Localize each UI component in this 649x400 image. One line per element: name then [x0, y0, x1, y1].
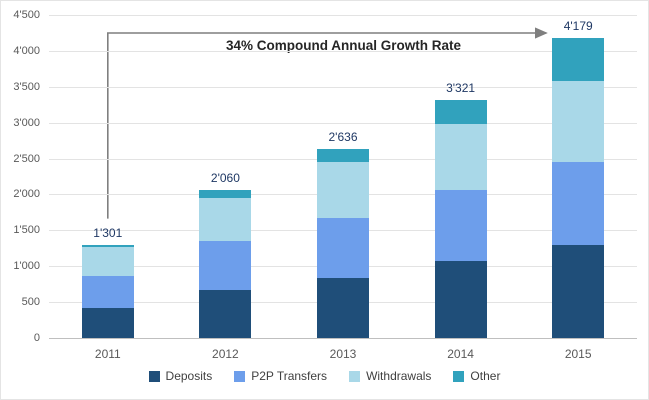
- gridline: [49, 86, 637, 88]
- bar-segment-withdrawals: [317, 162, 369, 219]
- gridline: [49, 122, 637, 124]
- bar-segment-p2p-transfers: [434, 190, 487, 262]
- bar-segment-other: [199, 190, 252, 198]
- legend-label: P2P Transfers: [251, 369, 328, 383]
- legend: Deposits P2P Transfers Withdrawals Other: [1, 369, 648, 383]
- bar-segment-deposits: [317, 278, 369, 338]
- legend-item-deposits: Deposits: [148, 369, 213, 383]
- bar-segment-other: [552, 38, 605, 81]
- bar-segment-p2p-transfers: [317, 218, 369, 279]
- y-axis-tick-label: 500: [21, 296, 40, 309]
- bar-segment-deposits: [434, 261, 487, 338]
- bar-segment-withdrawals: [199, 198, 252, 242]
- y-axis-tick-label: 3'500: [13, 80, 40, 93]
- bar-total-label: 2'060: [210, 171, 240, 186]
- legend-item-withdrawals: Withdrawals: [349, 369, 431, 383]
- bar-segment-deposits: [552, 244, 605, 338]
- gridline: [49, 50, 637, 52]
- bar-segment-withdrawals: [81, 247, 134, 276]
- y-axis-tick-label: 2'500: [13, 152, 40, 165]
- legend-item-other: Other: [453, 369, 500, 383]
- bar-segment-withdrawals: [552, 81, 605, 163]
- legend-swatch-icon: [453, 370, 465, 382]
- y-axis-tick-label: 3'000: [13, 116, 40, 129]
- legend-swatch-icon: [349, 370, 361, 382]
- y-axis-tick-label: 0: [33, 332, 40, 344]
- legend-label: Deposits: [165, 369, 213, 383]
- x-axis-tick-label: 2015: [564, 347, 592, 361]
- legend-swatch-icon: [148, 370, 160, 382]
- x-axis-tick-label: 2012: [212, 347, 239, 361]
- x-axis-tick-label: 2011: [94, 347, 121, 361]
- y-axis-tick-label: 2'000: [13, 188, 40, 201]
- gridline: [49, 15, 637, 16]
- legend-swatch-icon: [234, 370, 246, 382]
- bar-total-label: 1'301: [93, 225, 123, 240]
- y-axis-tick-label: 4'500: [13, 9, 40, 21]
- bar-segment-other: [317, 148, 369, 163]
- legend-item-p2p-transfers: P2P Transfers: [234, 369, 327, 383]
- bar-segment-p2p-transfers: [81, 275, 134, 308]
- y-axis-tick-label: 4'000: [13, 44, 40, 57]
- bar-segment-p2p-transfers: [552, 162, 605, 245]
- y-axis-tick-label: 1'500: [13, 224, 40, 237]
- x-axis-tick-label: 2014: [447, 347, 474, 361]
- bar-segment-deposits: [199, 289, 252, 338]
- legend-label: Other: [470, 369, 501, 383]
- bar-segment-withdrawals: [434, 124, 487, 191]
- bar-total-label: 2'636: [328, 129, 358, 144]
- bar-segment-p2p-transfers: [199, 241, 252, 290]
- bar-total-label: 3'321: [446, 80, 476, 95]
- bar-segment-deposits: [81, 307, 134, 338]
- bar-segment-other: [81, 244, 134, 248]
- x-axis-tick-label: 2013: [329, 347, 357, 361]
- legend-label: Withdrawals: [366, 369, 432, 383]
- bar-total-label: 4'179: [563, 19, 593, 33]
- y-axis-tick-label: 1'000: [13, 260, 40, 273]
- cagr-annotation: 34% Compound Annual Growth Rate: [225, 38, 461, 53]
- x-axis-line: [49, 338, 637, 339]
- bar-segment-other: [434, 99, 487, 125]
